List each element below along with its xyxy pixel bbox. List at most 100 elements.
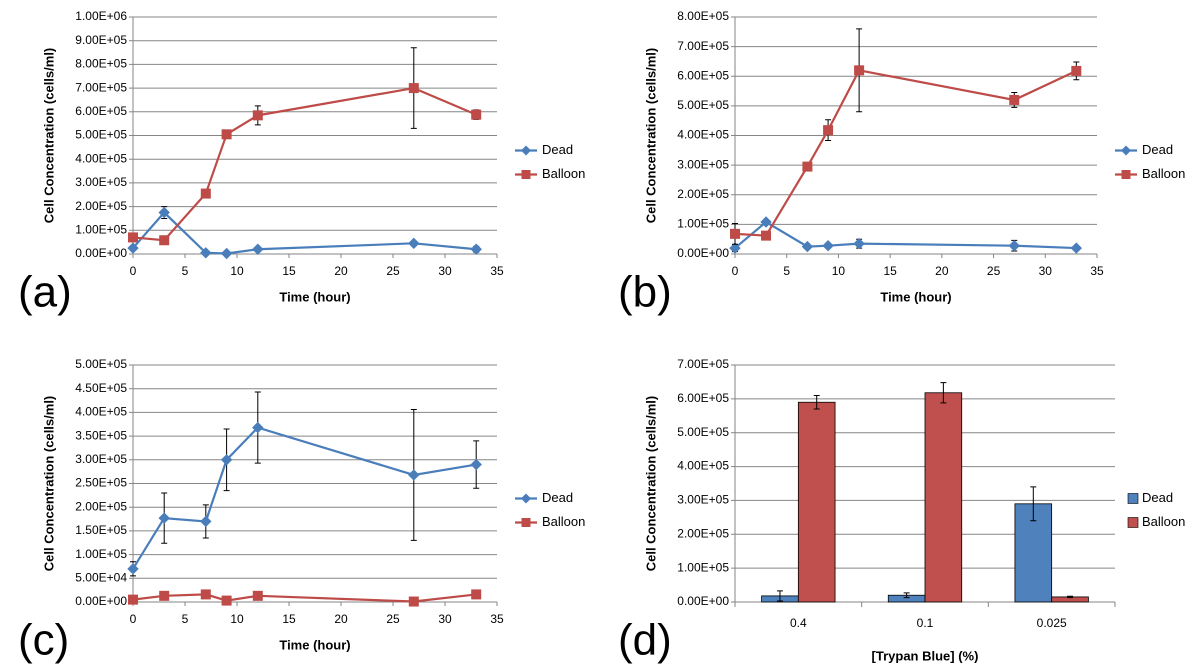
x-tick-label: 0 xyxy=(732,264,739,278)
y-tick-label: 8.00E+05 xyxy=(677,9,729,23)
x-tick-label: 25 xyxy=(386,264,400,278)
x-tick-label: 10 xyxy=(832,264,846,278)
legend-marker xyxy=(521,493,531,504)
x-tick-label: 35 xyxy=(490,612,504,626)
y-tick-label: 4.00E+05 xyxy=(75,405,127,419)
marker xyxy=(760,216,772,228)
marker xyxy=(220,454,233,466)
x-axis-title: Time (hour) xyxy=(279,289,350,304)
x-tick-label: 15 xyxy=(883,264,897,278)
marker xyxy=(471,589,482,600)
y-tick-label: 1.00E+05 xyxy=(75,222,127,236)
marker xyxy=(408,83,419,94)
legend-symbol xyxy=(521,170,531,179)
x-tick-label: 5 xyxy=(783,264,790,278)
marker xyxy=(200,589,211,600)
y-axis-title: Cell Concentration (cells/ml) xyxy=(41,396,56,572)
series-line xyxy=(734,220,1077,250)
series-line xyxy=(132,86,477,242)
marker xyxy=(159,235,170,246)
marker xyxy=(158,512,170,524)
x-tick-label: 30 xyxy=(438,612,452,626)
y-tick-label: 1.00E+06 xyxy=(75,9,127,23)
legend-label: Balloon xyxy=(542,514,585,529)
marker xyxy=(761,230,772,241)
series-line xyxy=(132,426,477,570)
y-tick-label: 1.00E+05 xyxy=(75,547,127,561)
y-tick-label: 3.00E+05 xyxy=(75,452,127,466)
marker xyxy=(408,596,419,607)
x-axis-title: [Trypan Blue] (%) xyxy=(872,648,979,663)
legend-label: Dead xyxy=(1142,490,1173,505)
marker xyxy=(1008,239,1020,252)
error-bar xyxy=(1030,486,1037,522)
x-tick-label: 20 xyxy=(334,264,348,278)
y-tick-label: 3.00E+05 xyxy=(75,175,127,189)
marker xyxy=(408,237,420,250)
legend-marker xyxy=(521,145,531,156)
y-tick-label: 2.00E+05 xyxy=(75,199,127,213)
legend-label: Balloon xyxy=(1142,514,1185,529)
legend-label: Balloon xyxy=(542,166,585,181)
legend-label: Dead xyxy=(542,490,573,505)
x-tick-label: 0.1 xyxy=(917,616,934,630)
x-tick-label: 0 xyxy=(130,612,137,626)
y-tick-label: 6.00E+05 xyxy=(677,68,729,82)
y-tick-label: 4.00E+05 xyxy=(677,459,729,473)
marker xyxy=(252,421,264,434)
y-tick-label: 5.00E+05 xyxy=(677,425,729,439)
bar xyxy=(924,392,963,603)
chart-panel: 0.00E+00 1.00E+05 2.00E+05 3.00E+05 4.00E+05… xyxy=(18,9,585,316)
x-tick-label: 0.025 xyxy=(1037,616,1067,630)
bar xyxy=(797,401,836,603)
marker xyxy=(801,240,814,253)
legend-marker xyxy=(1121,145,1131,156)
marker xyxy=(252,243,264,255)
error-bar xyxy=(903,592,910,599)
y-tick-label: 5.00E+05 xyxy=(677,98,729,112)
x-axis-title: Time (hour) xyxy=(279,637,350,652)
x-tick-label: 35 xyxy=(1090,264,1104,278)
legend-label: Balloon xyxy=(1142,166,1185,181)
y-tick-label: 7.00E+05 xyxy=(677,39,729,53)
y-tick-label: 7.00E+05 xyxy=(75,80,127,94)
y-axis-title: Cell Concentration (cells/ml) xyxy=(643,48,658,224)
x-tick-label: 25 xyxy=(386,612,400,626)
legend-marker xyxy=(521,518,531,527)
x-tick-label: 0 xyxy=(130,264,137,278)
marker xyxy=(252,590,263,601)
legend-label: Dead xyxy=(1142,142,1173,157)
panel-label: (a) xyxy=(18,268,72,317)
legend-swatch xyxy=(1127,493,1139,504)
marker xyxy=(470,458,482,471)
series-line xyxy=(734,69,1077,237)
y-axis-title: Cell Concentration (cells/ml) xyxy=(643,396,658,572)
x-tick-label: 10 xyxy=(230,612,244,626)
y-axis-title: Cell Concentration (cells/ml) xyxy=(41,48,56,224)
x-tick-label: 15 xyxy=(282,264,296,278)
y-tick-label: 1.00E+05 xyxy=(677,217,729,231)
legend-marker xyxy=(521,170,531,179)
y-tick-label: 0.00E+00 xyxy=(75,594,127,608)
panel-label: (b) xyxy=(618,268,672,317)
y-tick-label: 3.00E+05 xyxy=(677,157,729,171)
marker xyxy=(200,188,211,199)
marker xyxy=(221,129,232,140)
chart-panel: 0.00E+00 5.00E+04 1.00E+05 1.50E+05 2.00E+05… xyxy=(18,357,585,664)
y-tick-label: 8.00E+05 xyxy=(75,57,127,71)
marker xyxy=(1070,242,1083,254)
y-tick-label: 0.00E+00 xyxy=(677,246,729,260)
y-tick-label: 6.00E+05 xyxy=(677,391,729,405)
y-tick-label: 7.00E+05 xyxy=(677,357,729,371)
x-tick-label: 5 xyxy=(182,612,189,626)
marker xyxy=(127,242,139,254)
marker xyxy=(1009,94,1020,105)
x-tick-label: 30 xyxy=(438,264,452,278)
legend-swatch xyxy=(1127,517,1139,528)
legend-symbol xyxy=(521,518,531,527)
y-tick-label: 4.00E+05 xyxy=(75,151,127,165)
marker xyxy=(252,110,263,121)
marker xyxy=(408,469,420,481)
y-tick-label: 3.50E+05 xyxy=(75,428,127,442)
